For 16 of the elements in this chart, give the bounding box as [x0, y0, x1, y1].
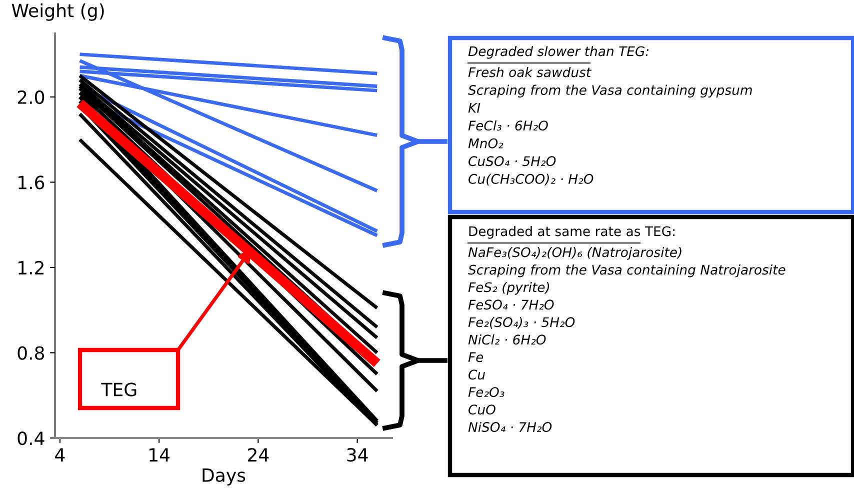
- x-axis-title: Days: [202, 468, 246, 486]
- y-tick-label: 2.0: [18, 90, 44, 104]
- text: Degraded slower than TEG:: [468, 46, 649, 59]
- x-tick-label: 34: [347, 448, 368, 462]
- y-tick-label: 1.2: [18, 260, 44, 274]
- x-tick-label: 4: [55, 448, 65, 462]
- text: Fresh oak sawdust Scraping from the Vasa containing gypsum KI FeCl₃ · 6H₂O MnO₂ CuSO₄ · 5H₂O Cu(CH₃COO)₂ · H₂O: [468, 67, 752, 186]
- y-tick-label: 1.6: [18, 176, 44, 190]
- text: NaFe₃(SO₄)₂(OH)₆ (Natrojarosite) Scraping from the Vasa containing Natrojarosite FeS₂ (pyrite) FeSO₄ · 7H₂O Fe₂(SO₄)₃ · 5H₂O NiCl₂ · 6H₂O Fe Cu Fe₂O₃ CuO NiSO₄ · 7H₂O: [468, 247, 786, 432]
- x-tick-label: 24: [248, 448, 269, 462]
- x-tick-label: 14: [150, 448, 170, 462]
- y-tick-label: 0.8: [18, 346, 44, 360]
- y-axis-title: Weight (g): [12, 3, 104, 21]
- annotation: TEG: [101, 382, 136, 396]
- text: Degraded at same rate as TEG:: [469, 226, 674, 239]
- y-tick-label: 0.4: [18, 431, 44, 446]
